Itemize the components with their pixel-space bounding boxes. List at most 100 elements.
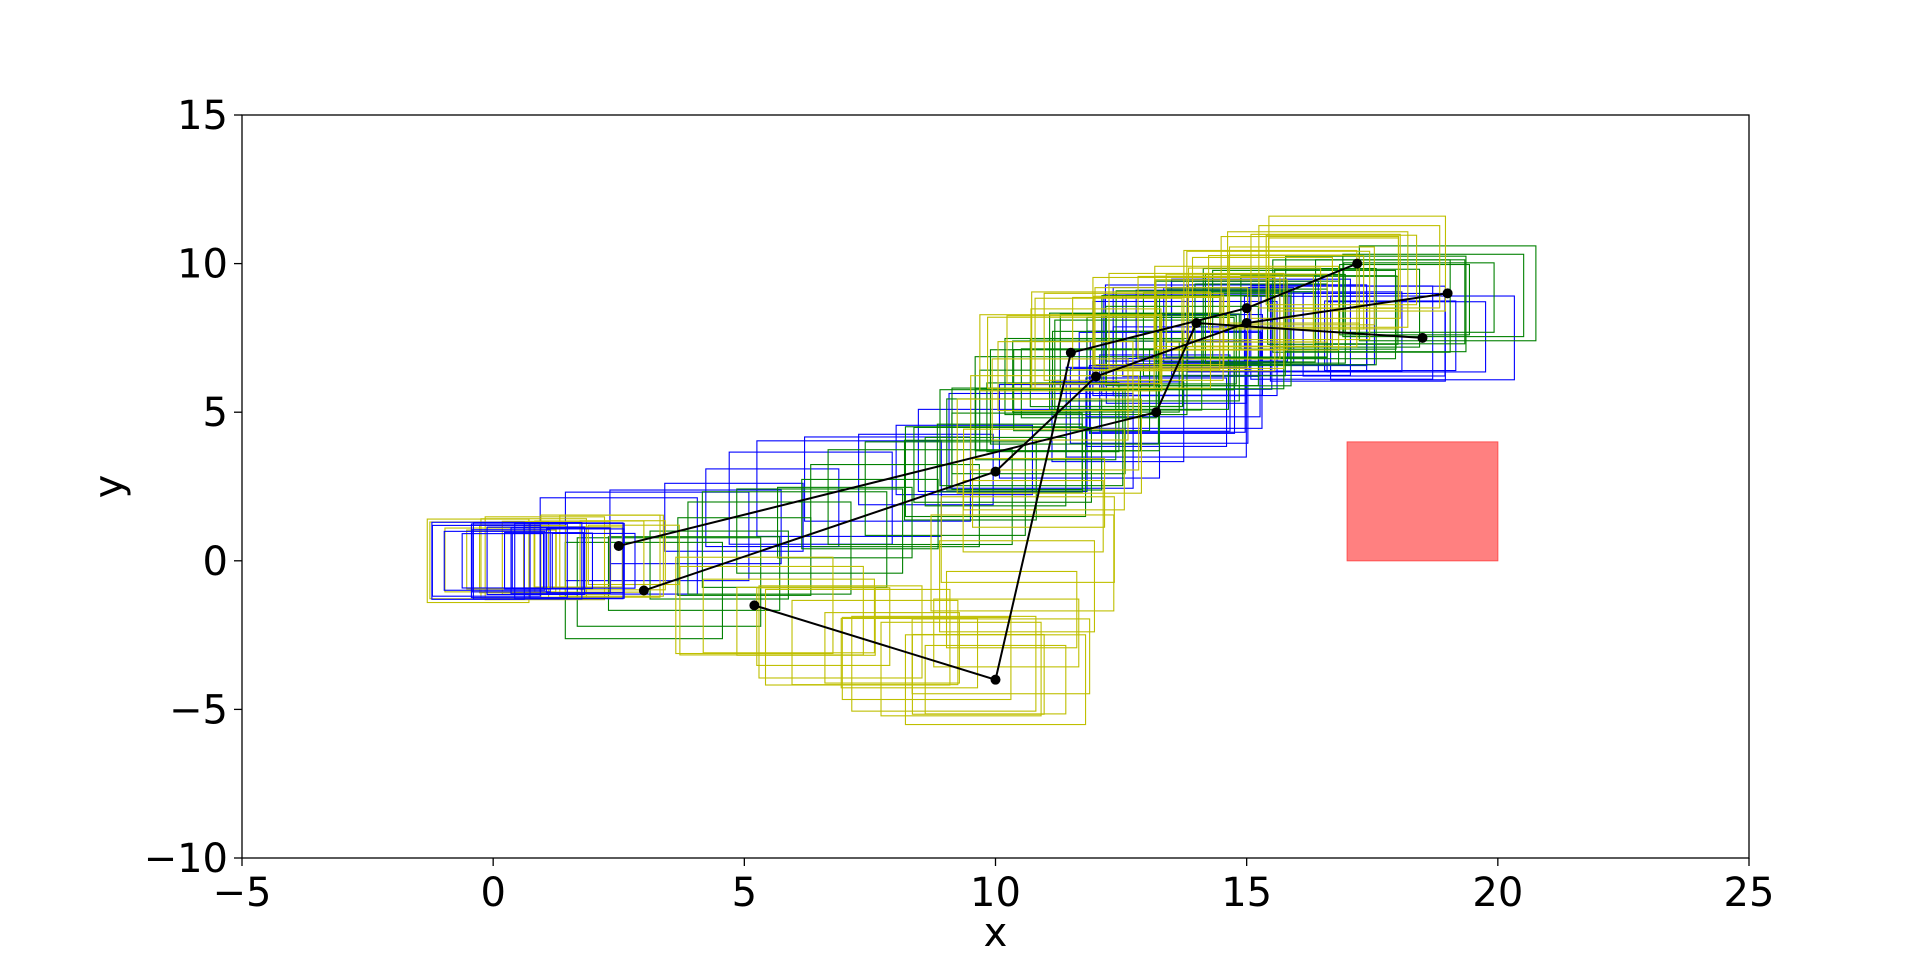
trajectory-box — [1191, 256, 1333, 347]
trajectory-box — [1240, 275, 1397, 350]
trajectory-box — [948, 392, 1134, 489]
trajectory-box — [939, 389, 1124, 487]
plot-area-frame — [241, 114, 1750, 859]
waypoint-line-0 — [618, 321, 1423, 547]
waypoint-lines — [618, 262, 1448, 681]
trajectory-box — [991, 358, 1129, 441]
trajectory-box — [840, 617, 979, 689]
waypoint-7 — [1241, 318, 1252, 329]
trajectory-box — [486, 526, 586, 596]
waypoint-11 — [1065, 347, 1076, 358]
x-tick-label: 10 — [970, 870, 1021, 916]
y-axis-ticks: −10 −5 0 5 10 15 — [144, 93, 242, 882]
box-trajectory-2 — [675, 215, 1447, 726]
waypoint-13 — [1352, 258, 1363, 269]
trajectory-box — [756, 587, 891, 666]
y-tick-label: −5 — [169, 687, 228, 733]
y-tick-label: −10 — [144, 836, 228, 882]
trajectory-box — [913, 426, 1092, 503]
trajectory-box — [1315, 259, 1466, 345]
trajectory-box — [1108, 272, 1285, 369]
trajectory-box — [534, 520, 645, 593]
trajectory-box — [930, 514, 1115, 612]
trajectory-box — [945, 570, 1078, 649]
y-tick-label: 5 — [203, 390, 228, 436]
trajectory-box — [1343, 262, 1495, 333]
trajectory-box — [970, 375, 1140, 471]
x-tick-label: 0 — [480, 870, 505, 916]
trajectory-box — [576, 537, 762, 627]
trajectory-box — [933, 598, 1080, 668]
trajectory-box — [1265, 234, 1418, 306]
trajectory-box — [546, 528, 625, 594]
trajectory-box — [758, 585, 923, 679]
trajectory-box — [687, 501, 852, 595]
trajectory-box — [431, 524, 541, 597]
x-tick-label: 5 — [732, 870, 757, 916]
trajectory-box — [1043, 292, 1224, 381]
waypoint-3 — [1417, 332, 1428, 343]
trajectory-box — [443, 530, 546, 591]
trajectory-box — [587, 524, 680, 586]
trajectory-box — [1268, 215, 1447, 312]
obstacle-layer — [1346, 441, 1499, 562]
trajectory-box — [1012, 340, 1180, 413]
trajectory-box — [675, 556, 834, 655]
waypoint-6 — [1090, 371, 1101, 382]
waypoint-9 — [749, 600, 760, 611]
trajectory-box — [1228, 246, 1375, 326]
waypoint-8 — [1442, 288, 1453, 299]
waypoint-4 — [638, 585, 649, 596]
x-tick-label: −5 — [213, 870, 272, 916]
trajectory-box — [1330, 295, 1515, 381]
trajectory-box — [776, 486, 913, 559]
trajectory-box — [1072, 296, 1221, 371]
trajectory-box — [484, 516, 606, 601]
waypoint-10 — [990, 674, 1001, 685]
trajectory-box — [461, 533, 545, 589]
trajectory-box — [940, 496, 1115, 583]
y-tick-label: 15 — [177, 93, 228, 139]
trajectory-box — [1228, 254, 1360, 324]
x-axis-label: x — [984, 910, 1008, 953]
trajectory-box — [904, 634, 1087, 726]
trajectory-box — [677, 517, 812, 596]
trajectory-box — [736, 488, 904, 574]
waypoint-0 — [613, 540, 624, 551]
trajectory-box — [851, 615, 1037, 712]
trajectory-box — [962, 479, 1104, 553]
trajectory-box — [939, 540, 1096, 633]
trajectory-box — [1285, 255, 1467, 353]
waypoint-points — [613, 258, 1453, 685]
trajectory-box — [1248, 291, 1403, 372]
trajectory-box — [1051, 381, 1185, 463]
trajectory-box — [426, 518, 530, 604]
trajectory-box — [559, 514, 664, 597]
obstacle-rectangle — [1346, 441, 1499, 562]
x-axis-ticks: −5 0 5 10 15 20 25 — [213, 858, 1774, 916]
waypoint-1 — [1151, 407, 1162, 418]
y-axis-label: y — [86, 475, 132, 499]
y-tick-label: 0 — [203, 539, 228, 585]
waypoint-5 — [990, 466, 1001, 477]
box-trajectory-3 — [426, 514, 680, 604]
x-tick-label: 20 — [1472, 870, 1523, 916]
trajectory-box — [510, 527, 611, 595]
trajectory-box — [1186, 250, 1371, 341]
trajectory-box — [1342, 253, 1525, 338]
trajectory-box — [997, 341, 1134, 412]
trajectory-box — [1339, 263, 1470, 336]
trajectory-box — [1250, 233, 1401, 319]
trajectory-box — [791, 599, 959, 686]
trajectory-box — [864, 441, 1026, 536]
trajectory-box — [649, 530, 789, 600]
trajectory-box — [470, 523, 568, 599]
x-tick-label: 15 — [1221, 870, 1272, 916]
trajectory-box — [956, 398, 1142, 494]
trajectory-box — [911, 618, 1091, 695]
waypoint-2 — [1191, 318, 1202, 329]
trajectory-box — [924, 436, 1067, 507]
trajectory-box — [924, 644, 1067, 715]
trajectory-box — [1183, 249, 1358, 348]
